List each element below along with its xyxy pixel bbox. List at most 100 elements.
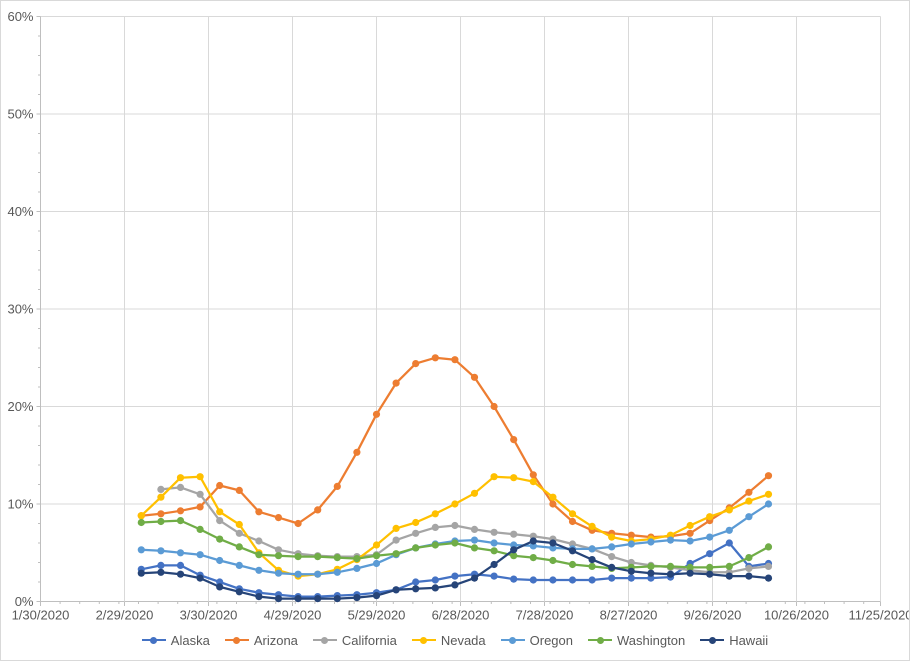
- series-marker-nevada: [431, 510, 439, 518]
- series-marker-oregon: [745, 513, 753, 521]
- legend-item-arizona[interactable]: Arizona: [224, 632, 298, 648]
- series-marker-nevada: [706, 513, 714, 521]
- x-axis-label-3: 4/29/2020: [264, 608, 322, 623]
- series-marker-arizona: [627, 531, 635, 539]
- series-marker-hawaii: [588, 556, 596, 564]
- series-marker-washington: [431, 541, 439, 549]
- series-marker-hawaii: [137, 569, 145, 577]
- series-marker-arizona: [314, 506, 322, 514]
- series-washington: [137, 517, 773, 573]
- series-line-hawaii: [140, 539, 770, 600]
- legend-item-nevada[interactable]: Nevada: [411, 634, 486, 647]
- series-marker-oregon: [725, 526, 733, 534]
- series-marker-hawaii: [608, 563, 616, 572]
- series-marker-alaska: [451, 572, 459, 580]
- legend-label-arizona: Arizona: [253, 632, 298, 648]
- legend-dot-nevada: [420, 636, 428, 644]
- legend-item-hawaii[interactable]: Hawaii: [700, 634, 768, 647]
- series-marker-oregon: [196, 551, 204, 559]
- series-marker-california: [235, 529, 243, 537]
- legend-item-california[interactable]: California: [312, 634, 397, 647]
- series-marker-oregon: [490, 539, 498, 547]
- series-marker-california: [470, 525, 479, 534]
- series-marker-california: [255, 537, 263, 545]
- series-marker-hawaii: [216, 583, 224, 591]
- x-axis-label-0: 1/30/2020: [12, 608, 70, 623]
- series-marker-washington: [314, 553, 322, 561]
- series-marker-arizona: [568, 517, 577, 526]
- legend-dot-arizona: [233, 636, 241, 644]
- y-axis-label-10: 10%: [7, 497, 33, 512]
- series-marker-hawaii: [412, 585, 420, 593]
- series-marker-hawaii: [706, 570, 714, 578]
- series-marker-hawaii: [314, 595, 322, 603]
- series-marker-arizona: [372, 410, 381, 418]
- legend-item-alaska[interactable]: Alaska: [141, 634, 210, 647]
- series-marker-arizona: [470, 373, 479, 381]
- series-marker-arizona: [274, 514, 283, 522]
- series-marker-arizona: [216, 481, 224, 490]
- series-marker-hawaii: [196, 574, 204, 582]
- series-marker-washington: [470, 544, 479, 552]
- series-marker-alaska: [588, 576, 596, 584]
- legend-label-oregon: Oregon: [529, 632, 574, 648]
- x-axis-label-6: 7/28/2020: [516, 608, 574, 623]
- series-marker-alaska: [549, 576, 557, 584]
- series-marker-arizona: [490, 402, 498, 411]
- series-marker-hawaii: [431, 584, 439, 592]
- series-marker-nevada: [392, 524, 400, 533]
- axis-ticks: [36, 16, 881, 606]
- legend-dot-oregon: [509, 636, 517, 644]
- series-marker-nevada: [608, 533, 616, 541]
- series-marker-nevada: [764, 490, 773, 498]
- series-marker-oregon: [686, 537, 694, 545]
- series-marker-oregon: [706, 533, 714, 541]
- series-marker-alaska: [510, 575, 518, 583]
- series-marker-nevada: [216, 508, 224, 516]
- series-marker-washington: [196, 525, 204, 534]
- series-marker-arizona: [255, 508, 263, 516]
- series-marker-hawaii: [176, 570, 185, 578]
- y-axis-label-30: 30%: [7, 302, 33, 317]
- series-marker-hawaii: [255, 593, 263, 601]
- x-axis-label-1: 2/29/2020: [96, 608, 154, 623]
- series-marker-hawaii: [529, 537, 537, 545]
- series-marker-washington: [372, 552, 381, 560]
- series-marker-arizona: [235, 486, 243, 494]
- series-marker-arizona: [157, 510, 165, 518]
- series-marker-washington: [490, 547, 498, 555]
- series-marker-washington: [392, 550, 400, 558]
- series-marker-arizona: [176, 507, 185, 515]
- legend-item-oregon[interactable]: Oregon: [500, 632, 574, 648]
- series-marker-arizona: [353, 448, 361, 456]
- series-marker-nevada: [686, 521, 694, 530]
- series-marker-nevada: [725, 506, 733, 514]
- series-marker-california: [392, 536, 400, 544]
- series-marker-hawaii: [392, 586, 400, 594]
- series-marker-hawaii: [451, 581, 459, 589]
- series-group: [137, 354, 773, 603]
- legend-marker-icon-oregon: [500, 636, 525, 645]
- chart-legend: Alaska Arizona California Nevada Oregon Washi…: [1, 629, 909, 651]
- series-marker-california: [608, 553, 616, 561]
- series-marker-hawaii: [725, 572, 733, 580]
- series-marker-nevada: [412, 518, 420, 527]
- series-marker-washington: [157, 517, 165, 526]
- series-marker-alaska: [431, 576, 439, 584]
- series-marker-hawaii: [157, 568, 165, 576]
- series-marker-oregon: [666, 536, 675, 544]
- series-marker-nevada: [372, 541, 381, 549]
- legend-item-washington[interactable]: Washington: [588, 634, 685, 647]
- series-marker-arizona: [529, 471, 537, 479]
- series-marker-oregon: [764, 500, 773, 508]
- series-marker-california: [216, 517, 224, 525]
- series-marker-california: [157, 485, 165, 493]
- series-marker-arizona: [333, 482, 341, 490]
- series-marker-california: [196, 490, 204, 498]
- series-marker-alaska: [157, 561, 165, 570]
- series-marker-nevada: [588, 522, 596, 531]
- series-marker-hawaii: [490, 560, 498, 569]
- legend-label-hawaii: Hawaii: [729, 632, 769, 648]
- series-marker-california: [431, 523, 439, 532]
- series-marker-hawaii: [647, 569, 655, 577]
